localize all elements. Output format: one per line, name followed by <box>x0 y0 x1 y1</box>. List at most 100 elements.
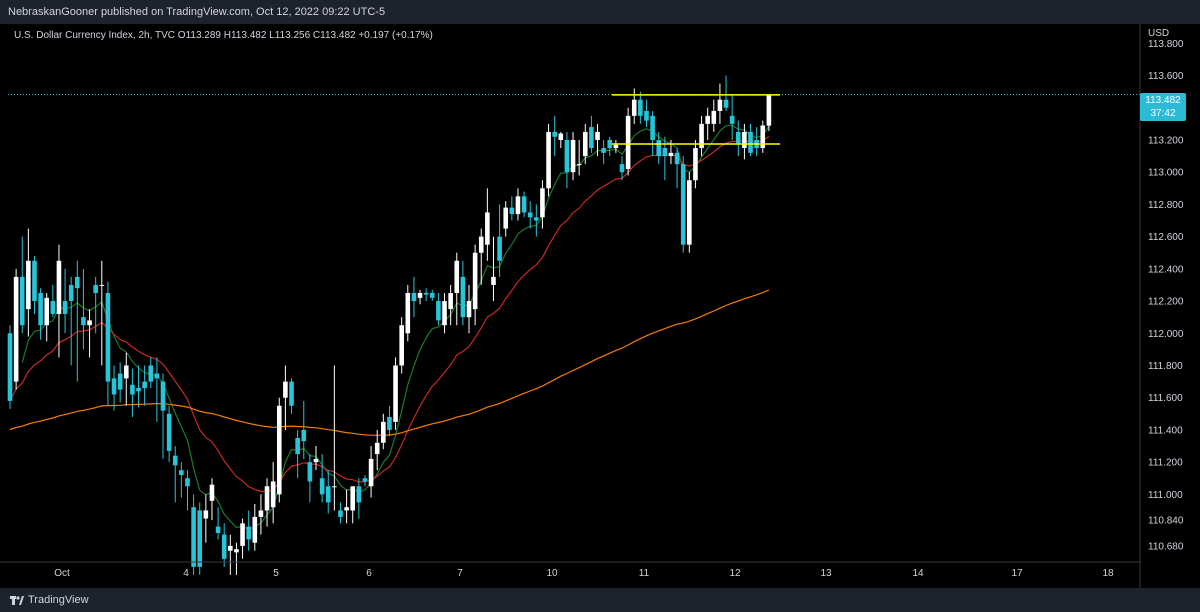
candle-body <box>246 526 251 540</box>
candle-body <box>350 486 356 511</box>
x-tick-label: 10 <box>546 568 558 579</box>
candle-body <box>203 510 209 519</box>
candle-body <box>338 510 343 517</box>
horizontal-levels <box>612 94 780 145</box>
candle-body <box>423 293 429 295</box>
candle-body <box>38 293 43 326</box>
candle-body <box>680 164 686 245</box>
candle-body <box>123 365 129 379</box>
candle-body <box>387 417 392 430</box>
candle-body <box>601 148 606 153</box>
candle-body <box>166 413 172 451</box>
candle-body <box>644 110 649 121</box>
countdown: 37:42 <box>1150 108 1176 119</box>
footer-brand[interactable]: TradingView <box>28 594 89 606</box>
candle-body <box>607 139 613 149</box>
candle-body <box>276 405 282 495</box>
symbol-name: U.S. Dollar Currency Index, 2h, TVC <box>14 30 175 41</box>
candle-body <box>209 484 215 501</box>
candle-body <box>105 293 111 382</box>
published-text: NebraskanGooner published on TradingView… <box>8 6 386 18</box>
candle-body <box>429 293 435 298</box>
candle-body <box>687 180 692 245</box>
candle-body <box>729 115 735 124</box>
candle-body <box>19 276 25 326</box>
candle-body <box>570 139 576 173</box>
candle-body <box>325 486 331 503</box>
candle-body <box>589 127 594 149</box>
candle-body <box>50 301 56 314</box>
candle-body <box>735 131 741 144</box>
candle-body <box>356 486 362 503</box>
candle-body <box>154 373 160 379</box>
y-tick-label: 112.800 <box>1148 200 1184 211</box>
tradingview-logo-icon[interactable] <box>10 594 24 606</box>
candle-body <box>240 523 245 546</box>
candle-body <box>75 276 80 289</box>
candle-body <box>558 133 564 140</box>
close-label: C <box>312 30 321 41</box>
candle-body <box>374 442 380 455</box>
published-bar: NebraskanGooner published on TradingView… <box>0 0 1200 24</box>
candle-body <box>13 276 19 382</box>
candle-body <box>197 510 203 567</box>
candle-body <box>307 462 313 482</box>
candle-body <box>478 236 484 253</box>
x-tick-label: 12 <box>729 568 741 579</box>
candle-body <box>270 481 276 508</box>
candle-body <box>142 381 147 389</box>
candle-body <box>576 164 582 166</box>
candle-body <box>56 260 62 314</box>
candle-body <box>185 478 190 487</box>
candle-body <box>742 131 747 149</box>
high-label: H <box>223 30 231 41</box>
candle-body <box>503 207 509 229</box>
y-tick-label: 110.680 <box>1148 541 1184 552</box>
candle-body <box>631 99 637 116</box>
candle-body <box>117 373 123 390</box>
candle-body <box>221 534 227 559</box>
candle-body <box>252 516 258 543</box>
y-tick-label: 111.200 <box>1148 458 1183 469</box>
high-value: 113.482 <box>230 30 267 41</box>
candle-body <box>693 148 698 181</box>
candle-body <box>711 110 717 124</box>
candle-body <box>417 293 423 298</box>
y-tick-label: 113.800 <box>1148 39 1184 50</box>
change-value: +0.197 (+0.17%) <box>358 30 433 41</box>
candle-body <box>723 99 729 108</box>
x-tick-label: Oct <box>54 568 70 579</box>
candle-body <box>638 99 643 116</box>
candle-body <box>32 260 37 302</box>
candle-body <box>766 94 772 126</box>
candle-body <box>93 284 98 293</box>
candle-body <box>234 549 239 553</box>
candle-body <box>264 486 270 511</box>
moving-averages <box>9 124 770 531</box>
y-tick-label: 113.000 <box>1148 168 1184 179</box>
candle-body <box>215 526 221 534</box>
symbol-legend: U.S. Dollar Currency Index, 2h, TVC O113… <box>14 30 433 41</box>
candle-body <box>148 365 154 382</box>
candle-body <box>705 115 710 124</box>
candle-body <box>313 458 319 463</box>
x-tick-label: 11 <box>639 568 650 579</box>
candle-body <box>289 381 294 406</box>
currency-label: USD <box>1148 28 1170 39</box>
chart-area[interactable] <box>0 24 1200 588</box>
candle-body <box>301 429 307 442</box>
candle-body <box>546 131 551 189</box>
candle-body <box>564 139 570 173</box>
low-label: L <box>269 30 275 41</box>
candle-body <box>258 510 264 517</box>
candle-body <box>99 284 105 286</box>
x-tick-label: 17 <box>1011 568 1023 579</box>
time-axis: Oct 4 5 6 7 10 11 12 13 14 17 18 <box>0 561 1140 579</box>
y-tick-label: 112.200 <box>1148 297 1184 308</box>
candle-body <box>295 437 300 455</box>
candle-body <box>448 293 453 310</box>
candle-body <box>87 320 92 326</box>
y-tick-label: 112.600 <box>1148 232 1184 243</box>
candle-body <box>26 260 31 310</box>
